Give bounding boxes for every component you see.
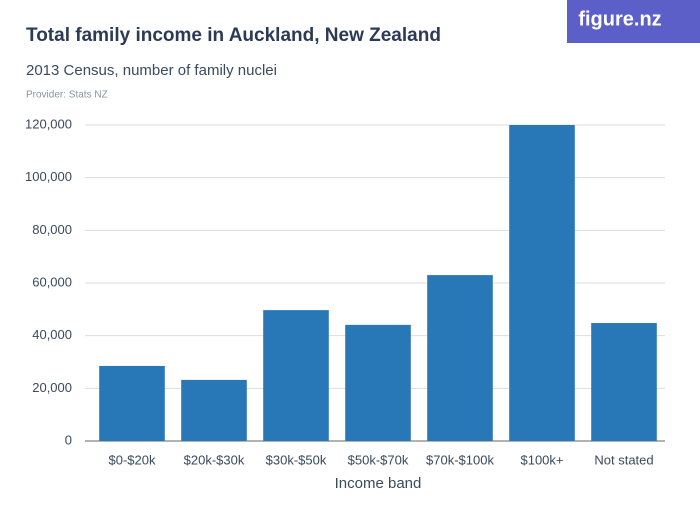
chart-title: Total family income in Auckland, New Zea…	[26, 25, 441, 46]
x-tick-label: Not stated	[594, 452, 653, 467]
x-tick-label: $50k-$70k	[348, 452, 409, 467]
bar	[345, 324, 411, 441]
y-tick-label: 60,000	[32, 274, 72, 289]
x-tick-label: $30k-$50k	[266, 452, 327, 467]
bar	[591, 323, 657, 441]
logo-box	[567, 0, 700, 43]
logo: figure.nz	[578, 8, 661, 30]
bar	[427, 275, 493, 441]
x-tick-label: $0-$20k	[109, 452, 156, 467]
bar	[263, 310, 329, 441]
y-tick-label: 20,000	[32, 380, 72, 395]
bar	[181, 379, 247, 441]
provider: Provider: Stats NZ	[26, 90, 108, 101]
bar	[509, 125, 575, 441]
chart-subtitle: 2013 Census, number of family nuclei	[26, 62, 277, 79]
bar	[99, 365, 165, 441]
x-axis-label: Income band	[335, 475, 422, 492]
y-tick-label: 100,000	[25, 169, 72, 184]
x-tick-label: $20k-$30k	[184, 452, 245, 467]
x-tick-label: $100k+	[520, 452, 563, 467]
y-tick-label: 0	[65, 432, 72, 447]
x-tick-label: $70k-$100k	[426, 452, 494, 467]
y-tick-label: 80,000	[32, 222, 72, 237]
y-tick-label: 120,000	[25, 116, 72, 131]
y-tick-label: 40,000	[32, 327, 72, 342]
